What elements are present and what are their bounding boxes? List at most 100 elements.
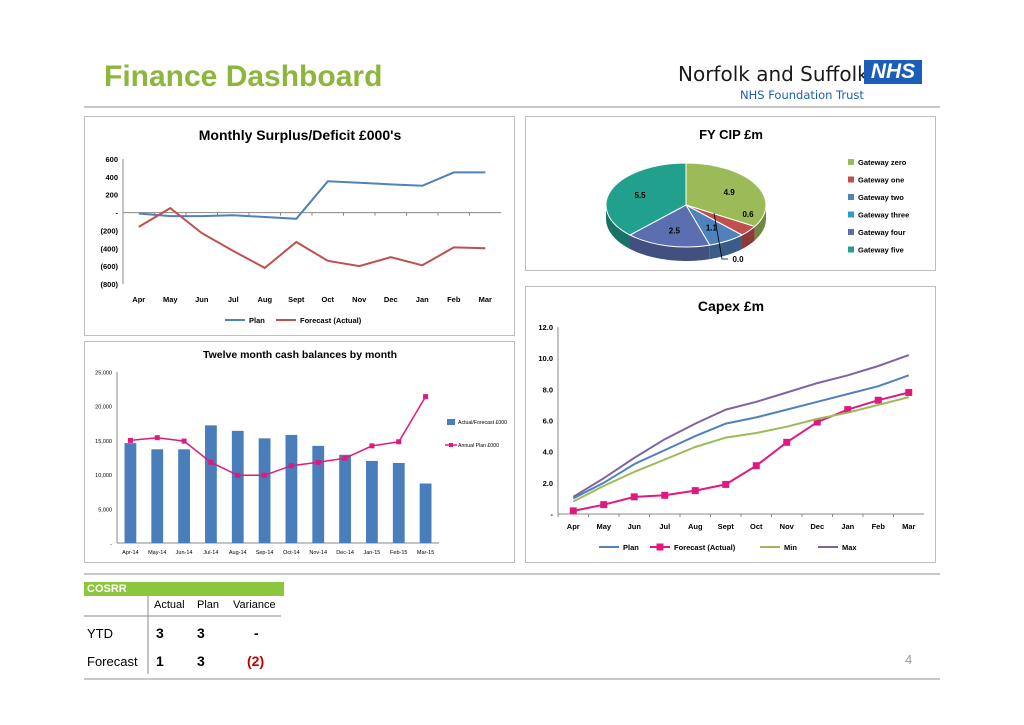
x-tick-label: Jan xyxy=(416,295,429,304)
series-line xyxy=(130,396,427,477)
capex-chart-panel: Capex £m 12.0 10.0 8.0 6.0 4.0 2.0 - Apr May Jun Ju… xyxy=(525,286,936,563)
data-point xyxy=(127,437,133,443)
data-point xyxy=(342,455,348,461)
legend-label: Gateway three xyxy=(858,211,909,220)
data-label: 5.5 xyxy=(635,191,647,200)
legend-marker xyxy=(449,443,453,447)
cosrr-variance-value: - xyxy=(254,625,259,641)
y-tick-label: 4.0 xyxy=(543,448,553,457)
y-tick-label: - xyxy=(551,510,554,519)
legend-label: Gateway zero xyxy=(858,158,907,167)
x-tick-label: Feb xyxy=(447,295,461,304)
surplus-chart: Monthly Surplus/Deficit £000's 600 400 200 -… xyxy=(100,127,501,325)
series-line xyxy=(572,354,910,498)
x-tick-label: Mar xyxy=(902,522,915,531)
legend-label: Forecast (Actual) xyxy=(674,543,736,552)
legend-swatch xyxy=(848,194,854,200)
cosrr-title: COSRR xyxy=(84,582,284,596)
x-tick-label: Jan-15 xyxy=(364,550,381,556)
chart-title: FY CIP £m xyxy=(699,127,763,142)
cosrr-row-label: Forecast xyxy=(87,654,138,669)
legend-swatch xyxy=(848,159,854,165)
x-tick-label: Dec xyxy=(384,295,398,304)
cosrr-plan-value: 3 xyxy=(197,625,205,641)
surplus-chart-panel: Monthly Surplus/Deficit £000's 600 400 200 -… xyxy=(84,116,515,336)
x-tick-label: Feb-15 xyxy=(390,550,407,556)
pie-slice xyxy=(628,204,711,248)
x-tick-label: Jul-14 xyxy=(203,550,218,556)
y-tick-label: (400) xyxy=(100,244,118,253)
y-tick-label: (200) xyxy=(100,226,118,235)
x-tick-label: May xyxy=(163,295,178,304)
y-tick-label: - xyxy=(110,542,112,548)
series-line xyxy=(138,206,486,270)
data-point xyxy=(235,472,241,478)
y-tick-label: 20,000 xyxy=(95,405,112,411)
data-point xyxy=(208,459,214,465)
x-tick-label: Sept xyxy=(718,522,735,531)
trust-subtitle: NHS Foundation Trust xyxy=(740,88,864,102)
x-tick-label: Aug xyxy=(688,522,703,531)
x-tick-label: Jun xyxy=(195,295,209,304)
pie-slice-side xyxy=(709,235,742,260)
cosrr-plan-value: 3 xyxy=(197,653,205,669)
data-point xyxy=(905,388,913,396)
data-point xyxy=(569,507,577,515)
x-tick-label: Jan xyxy=(841,522,854,531)
series-line xyxy=(573,391,910,512)
legend-label: Gateway four xyxy=(858,228,906,237)
data-point xyxy=(813,418,821,426)
data-point xyxy=(396,439,402,445)
data-label: 4.9 xyxy=(724,188,736,197)
y-tick-label: (800) xyxy=(100,280,118,289)
x-tick-label: May xyxy=(596,522,611,531)
x-tick-label: Apr-14 xyxy=(122,550,139,556)
x-tick-label: Mar xyxy=(479,295,492,304)
y-tick-label: 25,000 xyxy=(95,371,112,377)
legend-label: Gateway five xyxy=(858,246,904,255)
legend-swatch xyxy=(848,246,854,253)
x-tick-label: Nov xyxy=(780,522,795,531)
y-tick-label: 200 xyxy=(105,191,118,200)
x-tick-label: Oct xyxy=(750,522,763,531)
x-tick-label: Aug-14 xyxy=(229,550,247,556)
cosrr-grid xyxy=(84,596,281,674)
y-tick-label: 8.0 xyxy=(543,385,553,394)
data-label: 1.1 xyxy=(706,223,718,232)
data-point xyxy=(630,493,638,501)
bar xyxy=(231,430,244,543)
legend-label: Annual Plan £000 xyxy=(458,443,499,449)
pie-slice xyxy=(605,162,687,236)
y-tick-label: 10,000 xyxy=(95,473,112,479)
x-tick-label: Jul xyxy=(228,295,239,304)
chart-title: Capex £m xyxy=(698,298,764,314)
y-tick-label: 600 xyxy=(105,155,118,164)
bar xyxy=(205,425,217,543)
data-label: 2.5 xyxy=(669,226,681,235)
x-tick-label: Dec xyxy=(810,522,824,531)
x-tick-label: Feb xyxy=(872,522,886,531)
bar xyxy=(285,434,298,543)
bar xyxy=(366,460,378,543)
x-tick-label: Jun-14 xyxy=(176,550,193,556)
legend-label: Forecast (Actual) xyxy=(300,316,362,325)
y-tick-label: 400 xyxy=(105,173,118,182)
footer-divider xyxy=(84,678,940,680)
bar xyxy=(124,443,137,543)
section-divider xyxy=(84,573,940,575)
cip-chart: FY CIP £m 4.9 0.6 1.1 0.0 2.5 5.5 Gateway zero G… xyxy=(605,127,909,264)
x-tick-label: Nov-14 xyxy=(309,550,327,556)
bar xyxy=(312,445,325,543)
legend-swatch xyxy=(447,419,455,425)
x-tick-label: Apr xyxy=(567,522,580,531)
data-point xyxy=(369,443,375,449)
cash-chart-panel: Twelve month cash balances by month 25,00… xyxy=(84,341,515,563)
bar xyxy=(419,483,432,543)
x-tick-label: Oct xyxy=(321,295,334,304)
x-tick-label: Aug xyxy=(257,295,272,304)
data-point xyxy=(181,438,187,444)
cosrr-col-plan: Plan xyxy=(197,599,220,611)
chart-title: Twelve month cash balances by month xyxy=(203,349,397,361)
pie-slice-side xyxy=(630,235,710,261)
data-point xyxy=(600,501,608,509)
